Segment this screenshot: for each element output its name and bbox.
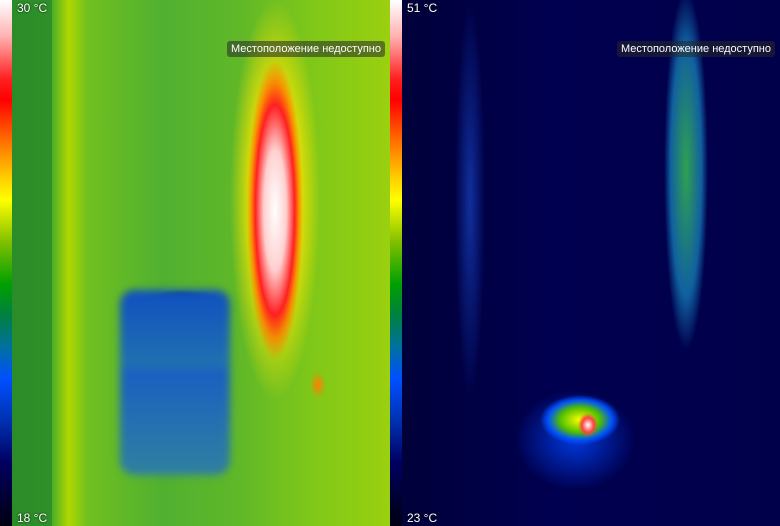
wall-edge (12, 0, 52, 526)
thermal-view-left: 30 °C 18 °C Местоположение недоступно (0, 0, 390, 526)
max-temp-label: 30 °C (17, 1, 48, 15)
min-temp-label: 18 °C (17, 511, 48, 525)
location-status: Местоположение недоступно (227, 41, 385, 57)
min-temp-label: 23 °C (407, 511, 438, 525)
thermal-image (402, 0, 780, 526)
max-temp-label: 51 °C (407, 1, 438, 15)
location-status: Местоположение недоступно (617, 41, 775, 57)
temperature-scale-bar (390, 0, 402, 526)
temperature-scale-bar (0, 0, 12, 526)
thermal-view-right: 51 °C 23 °C Местоположение недоступно (390, 0, 780, 526)
thermal-image (12, 0, 390, 526)
cool-object (120, 290, 230, 475)
